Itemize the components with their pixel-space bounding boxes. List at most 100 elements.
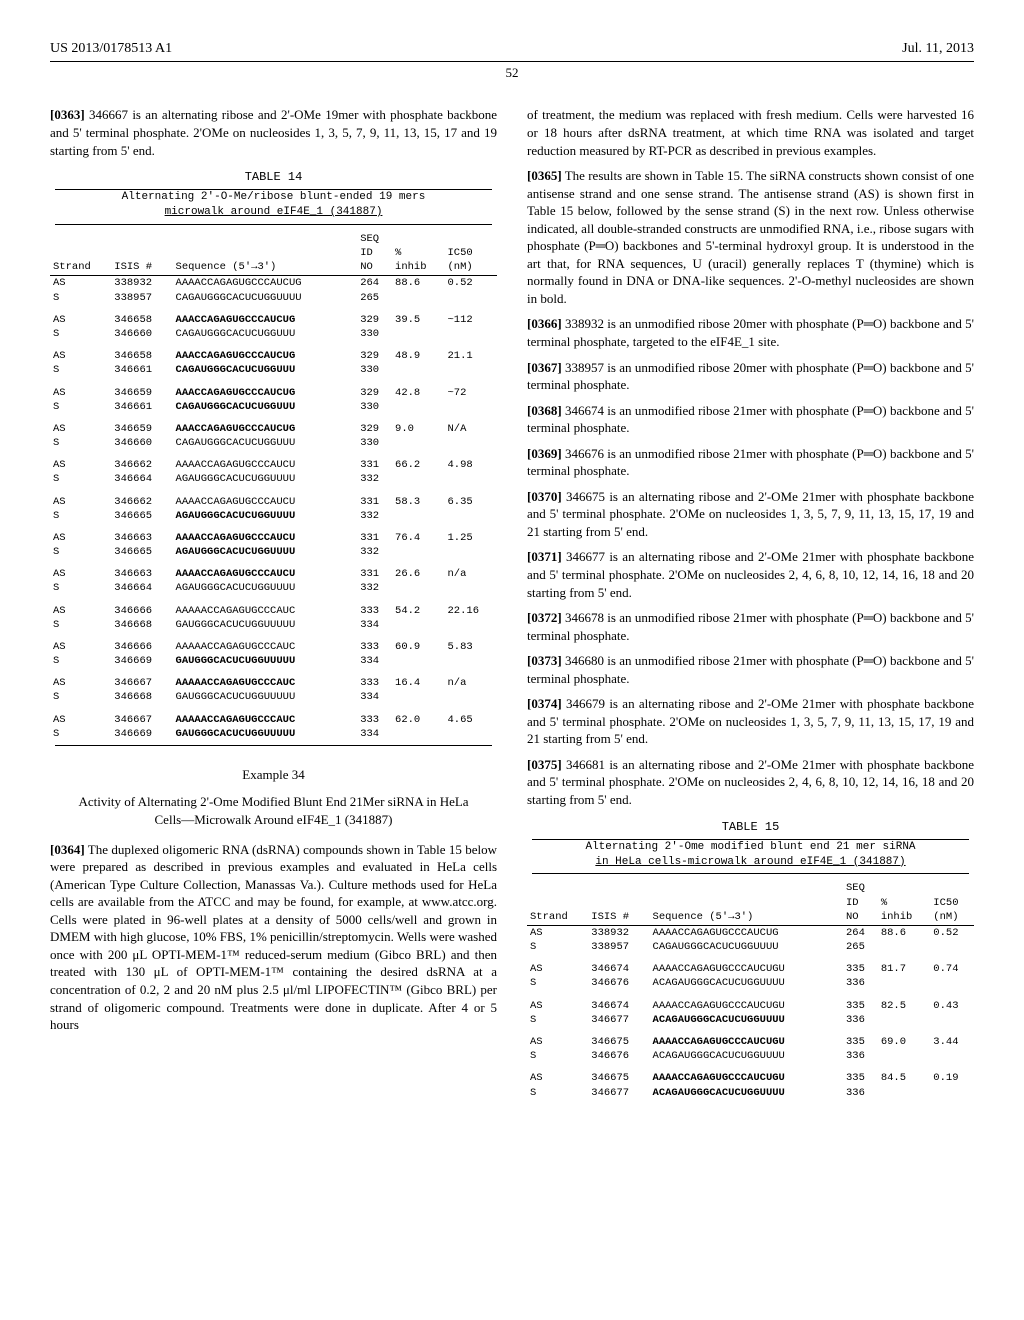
th-seqid: SEQ ID NO [357, 231, 392, 276]
table-row [50, 450, 497, 458]
cell-seqid: 332 [357, 472, 392, 486]
cell-isis: 346665 [111, 545, 172, 559]
cell-strand: AS [50, 676, 111, 690]
cell-inhib: 62.0 [392, 713, 444, 727]
cell-strand: S [50, 581, 111, 595]
cell-inhib [878, 1086, 930, 1100]
table-row [50, 378, 497, 386]
cell-seqid: 334 [357, 654, 392, 668]
cell-isis: 346668 [111, 618, 172, 632]
table-row: AS346675AAAACCAGAGUGCCCAUCUGU33569.03.44 [527, 1035, 974, 1049]
cell-seq: AAAACCAGAGUGCCCAUCUGU [650, 1035, 843, 1049]
para-text: The results are shown in Table 15. The s… [527, 168, 974, 306]
para-0367: [0367] 338957 is an unmodified ribose 20… [527, 359, 974, 394]
cell-strand: S [527, 1086, 588, 1100]
cell-isis: 346662 [111, 495, 172, 509]
cell-seq: CAGAUGGGCACUCUGGUUU [173, 363, 358, 377]
table-row: AS346666AAAAACCAGAGUGCCCAUC33360.95.83 [50, 640, 497, 654]
para-0365: [0365] The results are shown in Table 15… [527, 167, 974, 307]
cell-ic50: 0.52 [444, 276, 497, 291]
cell-strand: S [50, 400, 111, 414]
table-row: AS338932AAAACCAGAGUGCCCAUCUG26488.60.52 [527, 925, 974, 940]
cell-seq: AGAUGGGCACUCUGGUUUU [173, 581, 358, 595]
table-row: S346669GAUGGGCACUCUGGUUUUU334 [50, 727, 497, 741]
cell-strand: AS [527, 962, 588, 976]
cell-seq: CAGAUGGGCACUCUGGUUU [173, 327, 358, 341]
table15: Strand ISIS # Sequence (5'→3') SEQ ID NO… [527, 880, 974, 1099]
cell-ic50 [444, 509, 497, 523]
cell-isis: 346677 [588, 1086, 649, 1100]
cell-strand: AS [50, 349, 111, 363]
cell-strand: AS [527, 1035, 588, 1049]
cell-isis: 346676 [588, 976, 649, 990]
table-row: S346664AGAUGGGCACUCUGGUUUU332 [50, 581, 497, 595]
table-row [50, 559, 497, 567]
cell-ic50: 22.16 [444, 604, 497, 618]
cell-ic50: 5.83 [444, 640, 497, 654]
cell-isis: 346675 [588, 1035, 649, 1049]
table-row: S346664AGAUGGGCACUCUGGUUUU332 [50, 472, 497, 486]
cell-isis: 346664 [111, 472, 172, 486]
cell-ic50 [444, 654, 497, 668]
cell-seqid: 265 [357, 291, 392, 305]
table-row: AS346663AAAACCAGAGUGCCCAUCU33126.6n/a [50, 567, 497, 581]
cell-seqid: 329 [357, 313, 392, 327]
cell-seq: GAUGGGCACUCUGGUUUUU [173, 654, 358, 668]
cell-seqid: 336 [843, 976, 878, 990]
cell-isis: 346666 [111, 604, 172, 618]
cell-strand: AS [50, 458, 111, 472]
table-row [50, 523, 497, 531]
cell-seqid: 335 [843, 1035, 878, 1049]
cell-seqid: 331 [357, 458, 392, 472]
cell-isis: 346676 [588, 1049, 649, 1063]
cell-strand: AS [50, 386, 111, 400]
cell-seqid: 265 [843, 940, 878, 954]
table-row: AS346658AAACCAGAGUGCCCAUCUG32948.921.1 [50, 349, 497, 363]
cell-seq: AAAACCAGAGUGCCCAUCU [173, 531, 358, 545]
cell-isis: 346674 [588, 962, 649, 976]
cell-isis: 346677 [588, 1013, 649, 1027]
cell-isis: 338957 [111, 291, 172, 305]
cell-inhib: 39.5 [392, 313, 444, 327]
table-row: S346669GAUGGGCACUCUGGUUUUU334 [50, 654, 497, 668]
table-row: S346661CAGAUGGGCACUCUGGUUU330 [50, 400, 497, 414]
cell-isis: 346658 [111, 349, 172, 363]
cell-strand: AS [50, 713, 111, 727]
cell-ic50 [930, 940, 974, 954]
th-isis: ISIS # [111, 231, 172, 276]
cell-isis: 346662 [111, 458, 172, 472]
table-row [50, 596, 497, 604]
cell-seq: CAGAUGGGCACUCUGGUUUU [173, 291, 358, 305]
table-row: AS346663AAAACCAGAGUGCCCAUCU33176.41.25 [50, 531, 497, 545]
cell-ic50: n/a [444, 567, 497, 581]
cell-inhib [878, 940, 930, 954]
cell-ic50: 4.98 [444, 458, 497, 472]
table14-title: Alternating 2'-O-Me/ribose blunt-ended 1… [55, 190, 492, 225]
cell-ic50 [444, 363, 497, 377]
cell-isis: 346658 [111, 313, 172, 327]
cell-isis: 346667 [111, 676, 172, 690]
cell-strand: S [527, 940, 588, 954]
cell-isis: 346659 [111, 386, 172, 400]
table-row [527, 1063, 974, 1071]
cell-ic50: 0.52 [930, 925, 974, 940]
table-row: S346660CAGAUGGGCACUCUGGUUU330 [50, 327, 497, 341]
cell-seqid: 336 [843, 1086, 878, 1100]
cell-inhib [392, 581, 444, 595]
table-row: S346665AGAUGGGCACUCUGGUUUU332 [50, 545, 497, 559]
cell-seq: GAUGGGCACUCUGGUUUUU [173, 727, 358, 741]
cell-seq: AGAUGGGCACUCUGGUUUU [173, 472, 358, 486]
right-column: of treatment, the medium was replaced wi… [527, 106, 974, 1111]
cell-seqid: 332 [357, 581, 392, 595]
th-strand: Strand [527, 880, 588, 925]
table-row: AS346674AAAACCAGAGUGCCCAUCUGU33582.50.43 [527, 999, 974, 1013]
para-0371: [0371] 346677 is an alternating ribose a… [527, 548, 974, 601]
table-row: S346665AGAUGGGCACUCUGGUUUU332 [50, 509, 497, 523]
cell-isis: 346665 [111, 509, 172, 523]
cell-isis: 346674 [588, 999, 649, 1013]
cell-seq: AAACCAGAGUGCCCAUCUG [173, 386, 358, 400]
cell-strand: AS [527, 1071, 588, 1085]
para-0369: [0369] 346676 is an unmodified ribose 21… [527, 445, 974, 480]
cell-strand: AS [50, 640, 111, 654]
cell-strand: S [50, 436, 111, 450]
